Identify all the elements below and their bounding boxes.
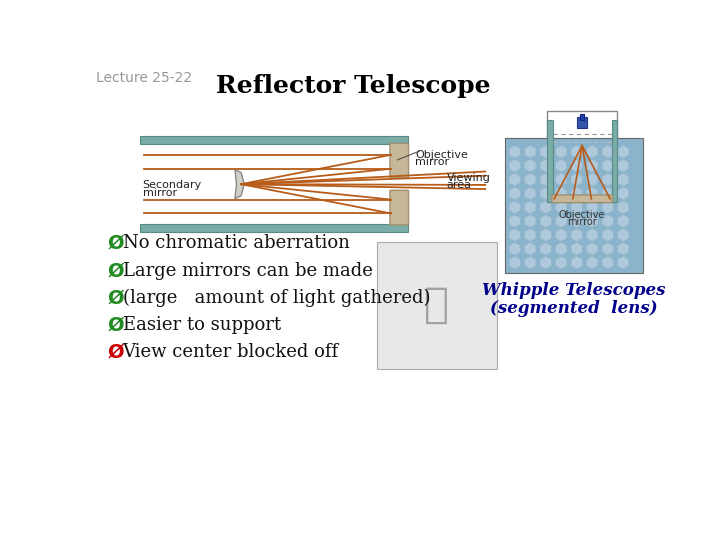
Text: mirror: mirror	[567, 217, 597, 227]
Text: No chromatic aberration: No chromatic aberration	[122, 234, 349, 252]
Bar	[580, 114, 585, 120]
Bar	[140, 137, 408, 144]
Text: Whipple Telescopes: Whipple Telescopes	[482, 282, 665, 299]
Bar	[547, 120, 553, 202]
Bar	[505, 138, 642, 273]
Text: Large mirrors can be made: Large mirrors can be made	[122, 262, 372, 280]
FancyBboxPatch shape	[390, 143, 408, 178]
Text: Objective: Objective	[559, 210, 606, 220]
Text: mirror: mirror	[415, 157, 449, 167]
Text: Easier to support: Easier to support	[122, 316, 281, 334]
Bar	[547, 111, 617, 211]
Text: Secondary: Secondary	[143, 180, 202, 190]
Text: View center blocked off: View center blocked off	[122, 343, 338, 361]
Text: Objective: Objective	[415, 150, 469, 159]
Bar	[611, 120, 617, 202]
FancyBboxPatch shape	[552, 195, 612, 202]
Text: 🔭: 🔭	[424, 284, 449, 326]
Text: Viewing: Viewing	[446, 173, 490, 183]
Polygon shape	[235, 170, 244, 199]
Text: (large   amount of light gathered): (large amount of light gathered)	[122, 289, 430, 307]
Text: Ø: Ø	[107, 234, 124, 253]
Text: Ø: Ø	[107, 342, 124, 361]
Text: (segmented  lens): (segmented lens)	[490, 300, 657, 316]
Text: Ø: Ø	[107, 262, 124, 281]
Text: Reflector Telescope: Reflector Telescope	[216, 74, 491, 98]
Bar	[377, 242, 497, 369]
Bar	[140, 224, 408, 232]
Bar	[577, 117, 587, 128]
Text: Lecture 25-22: Lecture 25-22	[96, 71, 192, 85]
Text: mirror: mirror	[143, 188, 177, 198]
Text: area: area	[446, 180, 472, 190]
FancyBboxPatch shape	[390, 190, 408, 225]
Text: Ø: Ø	[107, 315, 124, 335]
Text: Ø: Ø	[107, 288, 124, 308]
